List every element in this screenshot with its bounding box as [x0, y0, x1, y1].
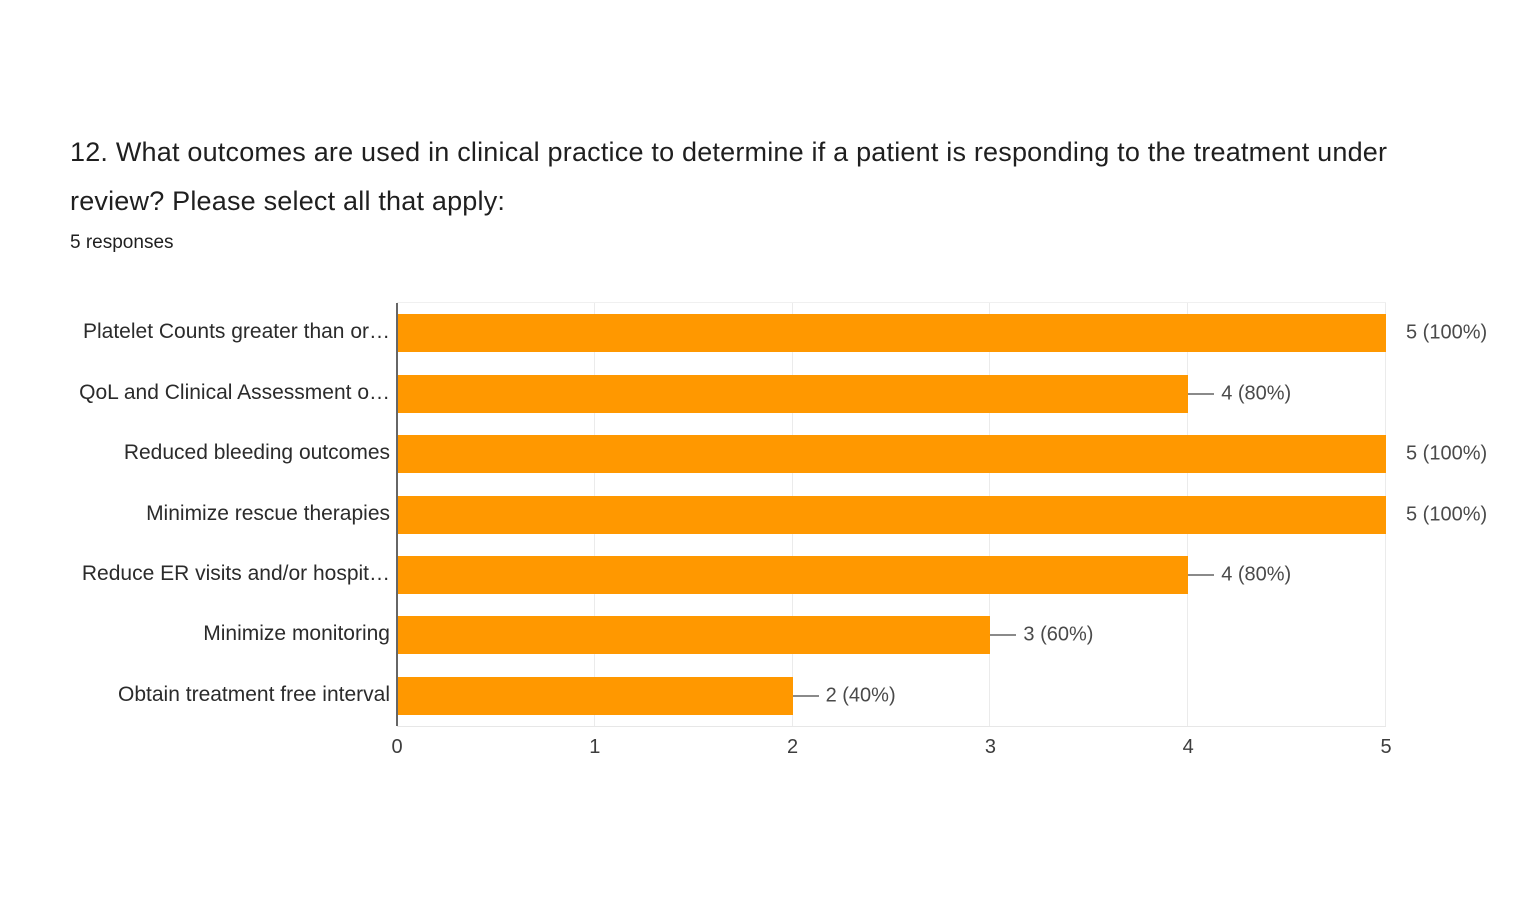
category-label: Platelet Counts greater than or…	[82, 320, 390, 344]
value-connector-line	[1188, 392, 1215, 395]
bar	[397, 314, 1386, 353]
plot-area: 5 (100%) 4 (80%) 5 (100%) 5 (100%) 4 (80%) 3 …	[396, 302, 1487, 727]
bar	[397, 555, 1189, 594]
value-label: 2 (40%)	[825, 684, 896, 707]
value-connector-line	[1188, 573, 1215, 576]
value-label: 3 (60%)	[1023, 623, 1094, 646]
responses-count: 5 responses	[70, 232, 174, 253]
value-connector-line	[792, 694, 819, 697]
value-label: 5 (100%)	[1406, 442, 1488, 465]
x-tick-label: 0	[391, 736, 403, 758]
category-label: Reduced bleeding outcomes	[123, 441, 390, 465]
category-label: Obtain treatment free interval	[118, 682, 390, 706]
question-title: 12. What outcomes are used in clinical p…	[70, 137, 1388, 216]
value-label: 5 (100%)	[1406, 321, 1488, 344]
x-tick-label: 2	[787, 736, 799, 758]
bar	[397, 676, 793, 715]
category-label: Minimize monitoring	[203, 622, 390, 646]
x-tick-label: 3	[984, 736, 996, 758]
value-label: 4 (80%)	[1221, 382, 1292, 405]
category-label: Minimize rescue therapies	[146, 501, 390, 525]
bar	[397, 616, 991, 655]
x-tick-label: 5	[1380, 736, 1392, 758]
value-label: 5 (100%)	[1406, 503, 1488, 525]
bar	[397, 435, 1386, 474]
x-tick-label: 1	[589, 736, 601, 758]
bar	[397, 374, 1189, 413]
y-axis-line	[396, 303, 398, 726]
category-label: Reduce ER visits and/or hospit…	[81, 561, 390, 585]
value-label: 4 (80%)	[1221, 563, 1292, 586]
bar	[397, 495, 1386, 534]
value-connector-line	[990, 634, 1017, 637]
x-tick-label: 4	[1182, 736, 1194, 758]
category-label: QoL and Clinical Assessment o…	[79, 380, 390, 404]
